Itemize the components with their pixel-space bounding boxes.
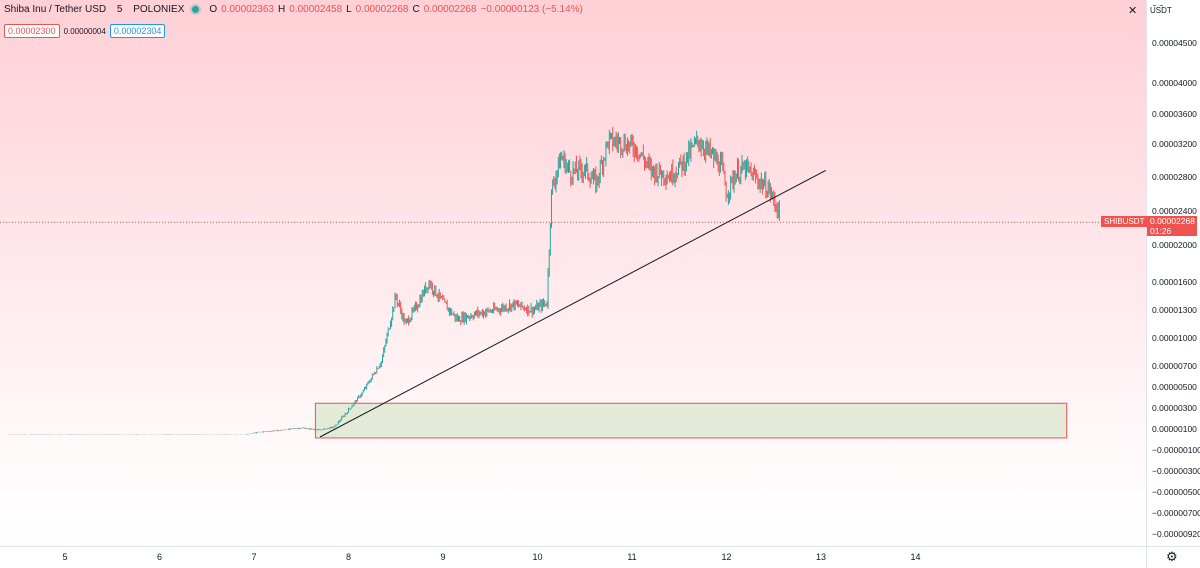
spread-value: 0.00000004	[63, 26, 106, 36]
price-axis[interactable]: 0.0 0.000045000.000040000.000036000.0000…	[1146, 0, 1200, 546]
price-tick-label: 0.00001000	[1152, 333, 1197, 343]
current-price-value: 0.00002268	[1150, 216, 1195, 226]
candles	[7, 126, 780, 435]
currency-label[interactable]: USDT	[1150, 6, 1172, 15]
chart-area[interactable]	[0, 0, 1146, 546]
time-tick-label: 11	[627, 552, 637, 562]
time-tick-label: 13	[815, 552, 827, 562]
sell-price-button[interactable]: 0.00002300	[4, 24, 60, 38]
price-tick-label: −0.00000920	[1152, 529, 1200, 539]
time-tick-label: 14	[910, 552, 921, 562]
bar-countdown: 01:26	[1150, 226, 1172, 236]
price-tick-label: 0.00002800	[1152, 172, 1197, 182]
close-icon[interactable]: ✕	[1128, 5, 1138, 17]
current-price-tag: 0.00002268 01:26	[1147, 216, 1197, 236]
exchange-label: POLONIEX	[133, 4, 185, 15]
low-key: L	[346, 4, 352, 15]
price-tick-label: 0.00000100	[1152, 424, 1197, 434]
price-tick-label: 0.00001600	[1152, 277, 1197, 287]
market-status-icon	[192, 6, 200, 13]
low-value: 0.00002268	[355, 4, 409, 15]
price-tick-label: 0.00002400	[1152, 206, 1197, 216]
price-tick-label: 0.00002000	[1152, 240, 1197, 250]
buy-price-button[interactable]: 0.00002304	[109, 24, 166, 38]
time-tick-label: 9	[440, 552, 446, 562]
price-tick-label: 0.00001300	[1152, 305, 1197, 315]
price-tick-label: 0.00003200	[1152, 139, 1197, 149]
open-key: O	[209, 4, 218, 15]
price-tick-label: 0.00000700	[1152, 361, 1197, 371]
trend-line	[319, 169, 826, 438]
time-tick-label: 8	[345, 552, 352, 562]
price-tick-label: 0.00000300	[1152, 403, 1197, 413]
interval-label[interactable]: 5	[116, 4, 123, 15]
time-axis[interactable]: 5 6 7 8 9 10 11 12 13 14	[0, 546, 1146, 568]
chart-canvas[interactable]	[0, 0, 1146, 546]
axis-corner	[1146, 546, 1200, 568]
time-tick-label: 5	[62, 552, 68, 562]
price-tick-label: 0.00000500	[1152, 382, 1197, 392]
price-tick-label: −0.00000500	[1152, 487, 1200, 497]
gear-icon[interactable]: ⚙	[1166, 549, 1178, 564]
time-tick-label: 6	[156, 552, 163, 562]
high-key: H	[278, 4, 286, 15]
time-tick-label: 10	[532, 552, 543, 562]
chart-legend: Shiba Inu / Tether USD 5 POLONIEX O 0.000…	[4, 4, 583, 15]
price-tick-label: 0.00004500	[1152, 38, 1197, 48]
time-tick-label: 7	[251, 552, 257, 562]
price-tick-label: −0.00000300	[1152, 466, 1200, 476]
time-tick-label: 12	[721, 552, 732, 562]
open-value: 0.00002363	[221, 4, 274, 15]
symbol-price-tag: SHIBUSDT	[1101, 216, 1148, 227]
price-tick-label: −0.00000700	[1152, 508, 1200, 518]
price-tick-label: 0.00003600	[1152, 109, 1197, 119]
change-value: −0.00000123 (−5.14%)	[480, 4, 583, 15]
symbol-title[interactable]: Shiba Inu / Tether USD	[4, 4, 107, 15]
close-key: C	[412, 4, 420, 15]
high-value: 0.00002458	[289, 4, 343, 15]
support-zone-rectangle	[314, 402, 1068, 439]
price-tick-label: −0.00000100	[1152, 445, 1200, 455]
close-value: 0.00002268	[423, 4, 477, 15]
price-tick-label: 0.00004000	[1152, 78, 1197, 88]
quote-row: 0.00002300 0.00000004 0.00002304	[4, 24, 166, 38]
